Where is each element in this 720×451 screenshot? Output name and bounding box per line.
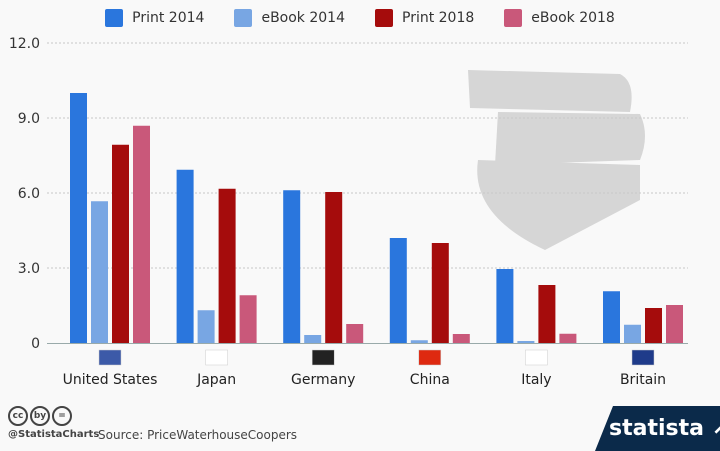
italy-flag	[525, 349, 548, 366]
bar	[452, 334, 470, 343]
bar	[346, 324, 364, 343]
legend-label: Print 2018	[402, 10, 475, 26]
legend-item[interactable]: Print 2014	[105, 9, 204, 27]
statista-logo[interactable]: statista ↗	[595, 406, 720, 451]
legend-label: eBook 2014	[261, 10, 345, 26]
uk-flag	[631, 349, 655, 366]
legend: Print 2014 eBook 2014 Print 2018 eBook 2018	[0, 9, 720, 27]
bar	[304, 335, 322, 343]
y-tick-label: 9.0	[18, 111, 40, 127]
legend-swatch	[105, 9, 124, 27]
bar	[538, 285, 556, 343]
bar	[112, 144, 129, 343]
y-tick-label: 0	[31, 336, 40, 352]
bar	[197, 310, 215, 343]
us-flag	[98, 349, 122, 366]
legend-item[interactable]: eBook 2018	[504, 9, 615, 27]
bar	[496, 269, 514, 343]
y-tick-label: 3.0	[18, 261, 40, 277]
x-tick-label: Japan	[196, 372, 236, 388]
germany-flag	[311, 349, 335, 366]
bar	[389, 238, 407, 343]
bar	[410, 340, 428, 343]
cc-icon: cc	[8, 406, 28, 426]
bar	[239, 295, 257, 343]
y-tick-label: 6.0	[18, 186, 40, 202]
bar	[603, 291, 620, 343]
bar	[517, 341, 535, 343]
bar	[325, 192, 343, 343]
bar	[70, 93, 87, 343]
source-note: Source: PriceWaterhouseCoopers	[98, 428, 298, 442]
books-icon	[468, 70, 645, 250]
china-flag	[418, 349, 442, 366]
bar	[624, 324, 641, 343]
bar	[431, 243, 449, 343]
footer: cc by = @StatistaCharts Source: PriceWat…	[0, 400, 720, 451]
bar	[559, 333, 577, 343]
x-tick-label: China	[410, 372, 450, 388]
japan-flag	[205, 349, 228, 366]
bar	[645, 308, 662, 343]
license-icons: cc by =	[8, 406, 72, 426]
bar	[176, 169, 194, 343]
twitter-handle[interactable]: @StatistaCharts	[8, 429, 100, 440]
legend-label: eBook 2018	[531, 10, 615, 26]
legend-swatch	[375, 9, 393, 27]
bar	[91, 201, 108, 343]
x-tick-label: United States	[63, 372, 158, 388]
legend-label: Print 2014	[132, 10, 205, 26]
bar	[218, 188, 236, 343]
legend-item[interactable]: eBook 2014	[234, 9, 345, 27]
legend-swatch	[504, 9, 523, 27]
x-tick-label: Germany	[291, 372, 355, 388]
legend-swatch	[234, 9, 253, 27]
by-icon: by	[30, 406, 50, 426]
bar	[666, 305, 683, 343]
y-tick-label: 12.0	[9, 36, 40, 52]
x-tick-label: Britain	[620, 372, 666, 388]
bar-chart: 0 3.0 6.0 9.0 12.0 United States Japan Germany C…	[9, 36, 688, 388]
legend-item[interactable]: Print 2018	[375, 9, 474, 27]
bar	[283, 190, 301, 343]
x-tick-label: Italy	[521, 372, 551, 388]
logo-arrow-icon: ↗	[712, 416, 720, 441]
brand-text: statista	[609, 416, 704, 441]
bar	[133, 125, 150, 343]
nd-icon: =	[52, 406, 72, 426]
